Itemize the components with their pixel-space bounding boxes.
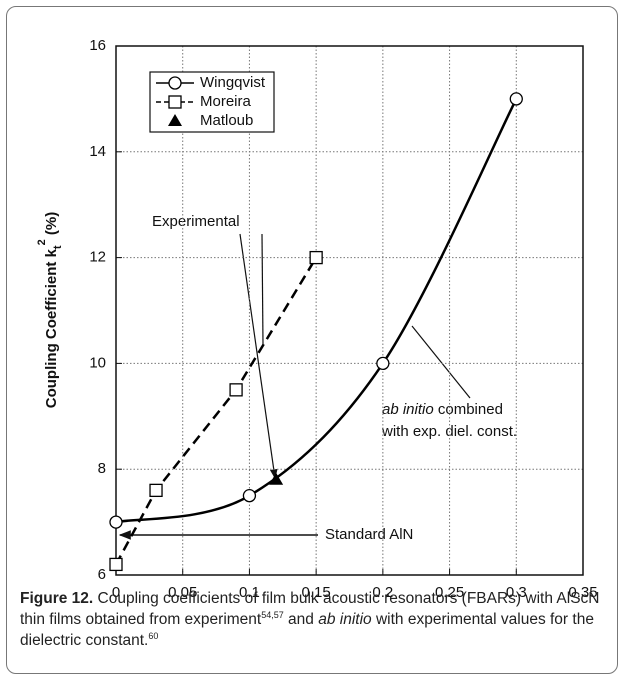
plot-frame [115,45,584,576]
legend-label: Matloub [200,112,253,129]
legend-marker [168,95,182,109]
x-tick-label: 0.05 [168,584,197,600]
y-tick-label: 8 [98,460,106,477]
point [109,557,123,572]
annotation: with exp. diel. const. [381,423,517,440]
y-tick-label: 10 [89,354,106,371]
x-tick-label: 0.1 [239,584,260,600]
figure-border [6,6,618,674]
y-tick-label: 12 [89,249,106,266]
annotation: Standard AlN [325,526,413,543]
y-tick-label: 16 [89,37,106,54]
point [149,483,163,498]
chart: Coupling Coefficient kt2 (%) Sc Concentr… [36,37,598,600]
point [269,472,284,485]
legend-marker [168,114,182,126]
x-tick-label: 0.35 [568,584,597,600]
legend-label: Moreira [200,93,252,110]
x-tick-label: 0.2 [372,584,393,600]
y-tick-label: 14 [89,143,106,160]
x-tick-label: 0.25 [435,584,464,600]
point [109,515,123,529]
point [229,383,243,397]
legend-marker [168,76,182,90]
point [376,356,390,371]
y-axis-label: Coupling Coefficient kt2 (%) [36,212,64,408]
x-tick-label: 0 [112,584,120,600]
series-line [115,98,518,524]
series-line [114,256,318,566]
annotation: Experimental [152,213,240,230]
x-tick-label: 0.15 [302,584,331,600]
annotation: ab initio combined [382,401,503,418]
legend-label: Wingqvist [200,74,266,91]
point [509,92,523,106]
point [309,250,323,265]
annotation-arrow [411,325,471,399]
x-tick-label: 0.3 [506,584,527,600]
point [242,488,257,503]
caption: Figure 12. Coupling coefficients of film… [20,590,600,649]
y-tick-label: 6 [98,566,106,583]
annotation-arrow [261,233,264,345]
annotation-arrow [239,233,278,479]
